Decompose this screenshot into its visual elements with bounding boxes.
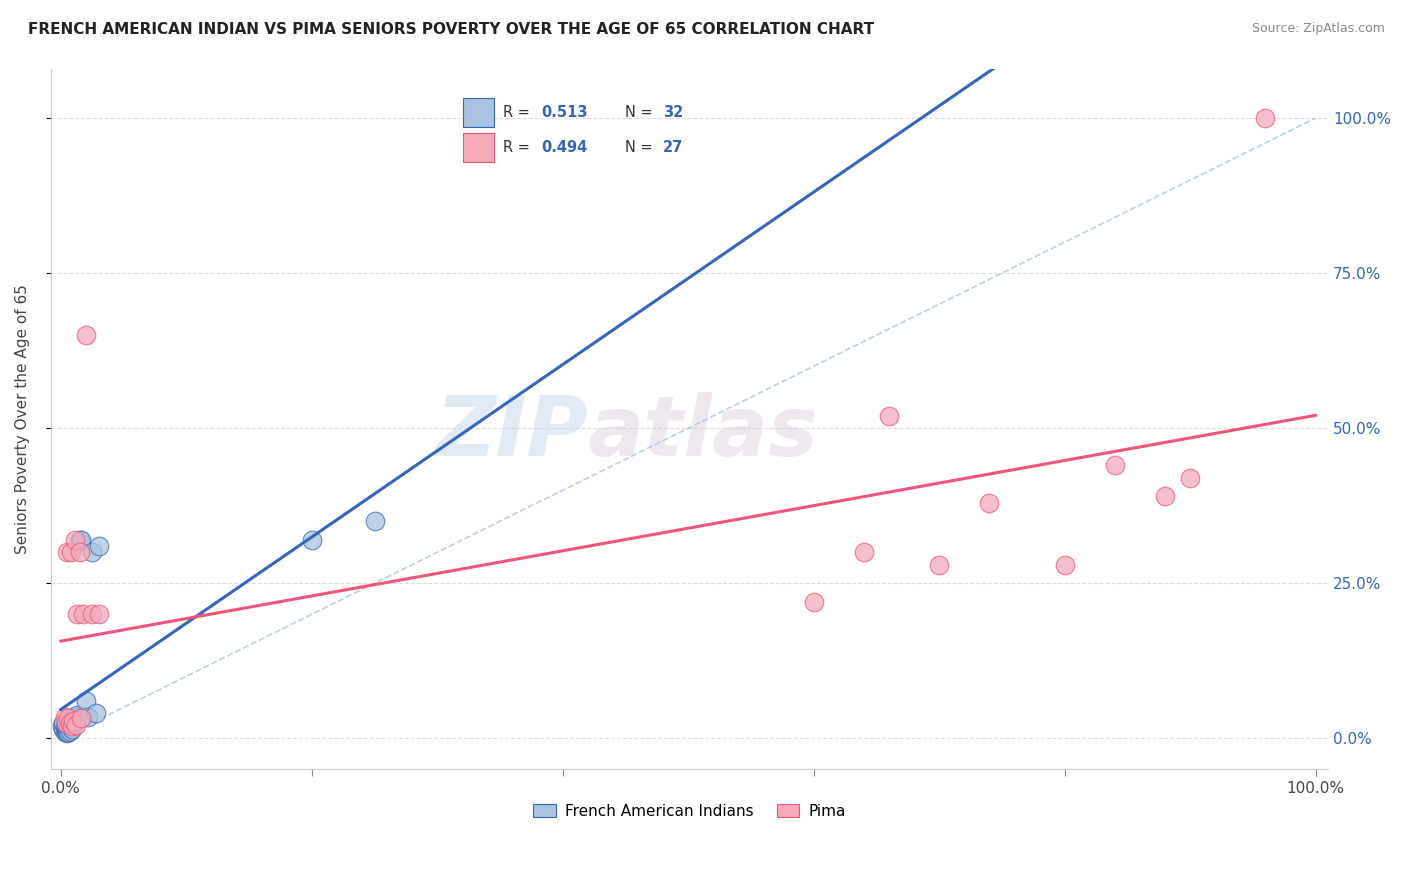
Point (75, 694, 97, 708)
Text: ZIP: ZIP (434, 392, 588, 474)
Point (69, 545, 91, 559)
Text: Source: ZipAtlas.com: Source: ZipAtlas.com (1251, 22, 1385, 36)
Point (59, 723, 82, 738)
Point (87, 539, 110, 553)
Point (59, 715, 82, 730)
Point (62, 714, 84, 728)
Point (84, 706, 107, 721)
Point (62, 715, 84, 730)
Point (58, 720, 80, 734)
Point (979, 495, 1001, 509)
Point (803, 595, 825, 609)
Point (55, 717, 77, 731)
Point (82, 607, 104, 622)
Point (59, 719, 82, 733)
Legend: French American Indians, Pima: French American Indians, Pima (527, 797, 852, 825)
Point (63, 709, 86, 723)
Point (59, 545, 82, 559)
Point (66, 707, 89, 722)
Point (66, 607, 89, 622)
Point (56, 545, 79, 559)
Point (52, 715, 75, 730)
Text: atlas: atlas (588, 392, 818, 474)
Text: FRENCH AMERICAN INDIAN VS PIMA SENIORS POVERTY OVER THE AGE OF 65 CORRELATION CH: FRENCH AMERICAN INDIAN VS PIMA SENIORS P… (28, 22, 875, 37)
Point (56, 722, 79, 736)
Point (60, 719, 83, 733)
Point (58, 711, 80, 725)
Point (77, 709, 100, 723)
Point (65, 714, 87, 728)
Point (69, 533, 91, 547)
Point (363, 514, 385, 528)
Point (65, 717, 87, 731)
Point (58, 725, 80, 739)
Point (70, 711, 93, 725)
Point (1104, 458, 1126, 473)
Point (56, 726, 79, 740)
Point (63, 533, 86, 547)
Point (53, 720, 76, 734)
Point (928, 558, 950, 572)
Point (55, 715, 77, 730)
Point (59, 715, 82, 730)
Point (852, 545, 875, 559)
Point (1178, 471, 1201, 485)
Point (55, 723, 77, 738)
Y-axis label: Seniors Poverty Over the Age of 65: Seniors Poverty Over the Age of 65 (15, 284, 30, 554)
Point (1154, 490, 1177, 504)
Point (56, 713, 79, 727)
Point (72, 607, 94, 622)
Point (75, 328, 97, 343)
Point (877, 409, 900, 423)
Point (1053, 558, 1076, 572)
Point (62, 713, 84, 727)
Point (82, 545, 104, 559)
Point (301, 533, 323, 547)
Point (53, 725, 76, 739)
Point (59, 711, 82, 725)
Point (52, 722, 75, 736)
Point (87, 607, 110, 622)
Point (70, 533, 93, 547)
Point (1254, 111, 1277, 125)
Point (72, 709, 94, 723)
Point (51, 719, 73, 733)
Point (53, 709, 76, 723)
Point (60, 722, 83, 736)
